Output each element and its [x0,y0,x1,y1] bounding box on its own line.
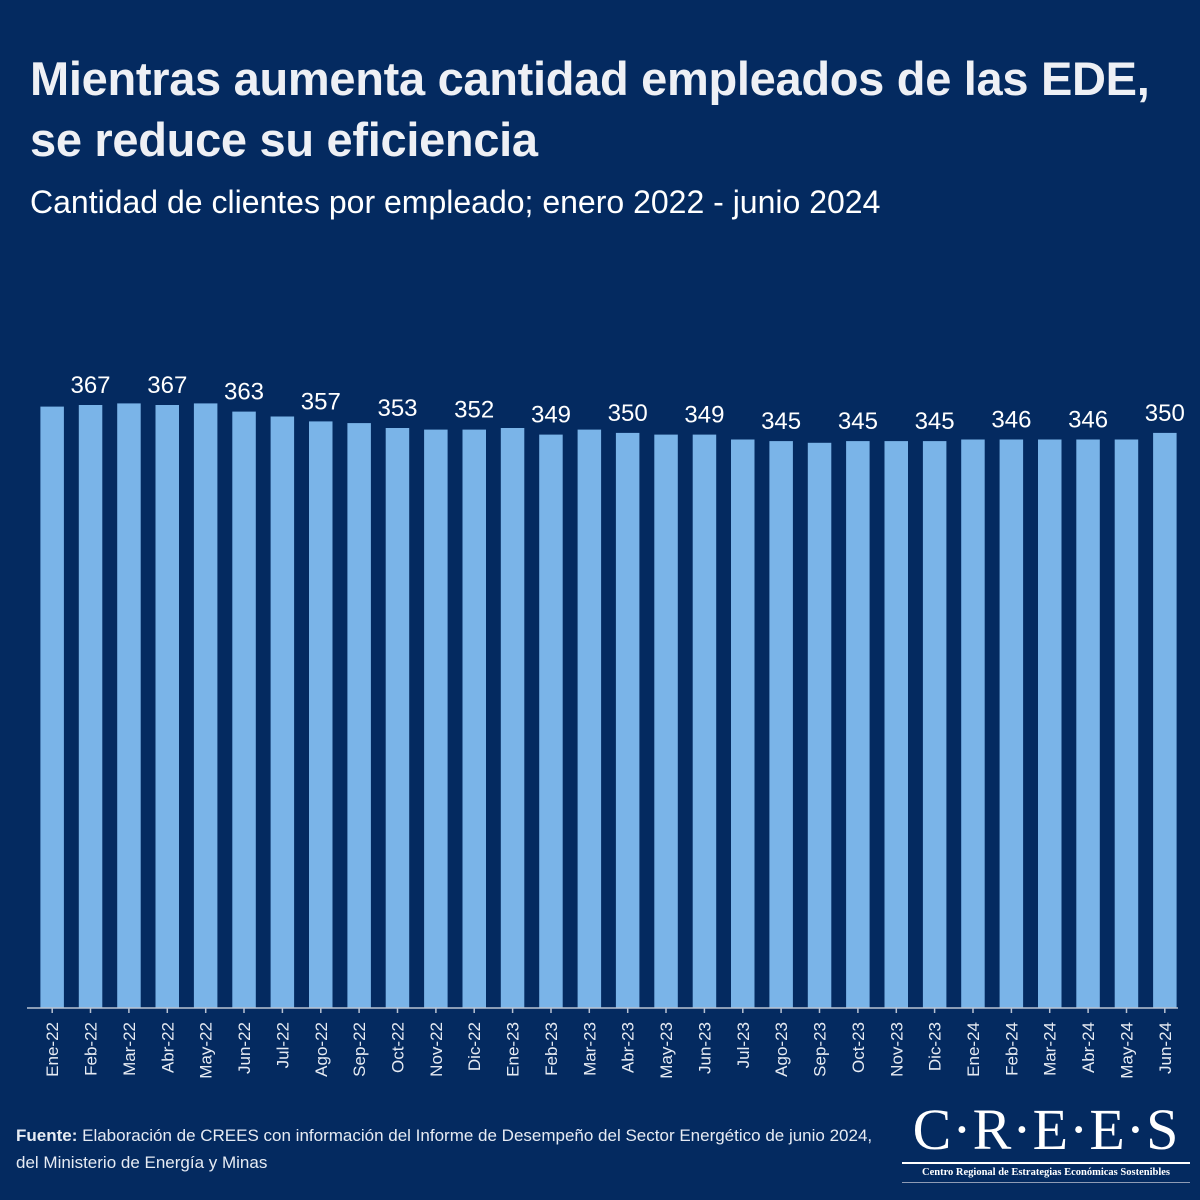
bar-jul-22 [270,416,295,1008]
data-label-feb-24: 346 [991,407,1031,434]
bar-ene-22 [40,406,64,1009]
source-note: Fuente: Elaboración de CREES con informa… [16,1122,886,1176]
x-tick-label-oct-22: Oct-22 [389,1022,408,1073]
source-text: Elaboración de CREES con información del… [16,1126,873,1172]
bar-jul-23 [731,439,755,1008]
x-tick-label-oct-23: Oct-23 [849,1022,868,1073]
x-tick-label-ene-22: Ene-22 [43,1022,62,1077]
data-labels-group: 367 367 363 357 353 352 349 350 349 345 345 345 346 3… [70,372,1184,435]
x-tick-label-abr-23: Abr-23 [619,1022,638,1073]
bar-feb-24 [999,439,1024,1008]
bar-mar-22 [117,403,141,1008]
logo-divider [902,1162,1190,1164]
x-tick-label-abr-24: Abr-24 [1079,1022,1098,1073]
bar-mar-23 [577,429,602,1009]
logo-wordmark: C·R·E·E·S [912,1097,1180,1162]
bar-dic-22 [462,429,486,1009]
x-tick-label-abr-22: Abr-22 [158,1022,177,1073]
bar-oct-22 [385,428,410,1008]
x-tick-label-sep-22: Sep-22 [350,1022,369,1077]
bar-feb-22 [78,405,103,1008]
data-label-ago-22: 357 [301,388,341,415]
data-label-abr-23: 350 [608,400,648,427]
x-tick-label-mar-23: Mar-23 [580,1022,599,1076]
x-tick-label-nov-23: Nov-23 [887,1022,906,1077]
x-tick-label-feb-24: Feb-24 [1002,1022,1021,1076]
bar-dic-23 [922,441,947,1009]
source-label: Fuente: [16,1126,78,1145]
bar-oct-23 [846,441,870,1009]
bar-abr-24 [1076,439,1100,1008]
x-tick-label-ene-23: Ene-23 [504,1022,523,1077]
bar-may-22 [193,403,218,1008]
data-label-dic-22: 352 [454,397,494,424]
bar-abr-22 [155,405,179,1008]
x-tick-label-dic-22: Dic-22 [465,1022,484,1071]
bar-abr-23 [615,432,640,1008]
x-tick-label-jun-23: Jun-23 [695,1022,714,1074]
x-tick-label-ago-22: Ago-22 [312,1022,331,1077]
x-tick-label-jul-23: Jul-23 [734,1022,753,1068]
data-label-feb-23: 349 [531,402,571,429]
x-tick-label-may-23: May-23 [657,1022,676,1079]
bar-feb-23 [539,434,563,1009]
bar-ago-23 [769,441,793,1009]
bar-may-24 [1114,439,1139,1008]
bar-jun-24 [1153,432,1177,1008]
data-label-ago-23: 345 [761,408,801,435]
x-tick-label-jun-22: Jun-22 [235,1022,254,1074]
crees-logo: C·R·E·E·S Centro Regional de Estrategias… [902,1100,1190,1190]
logo-tagline: Centro Regional de Estrategias Económica… [921,1166,1170,1178]
bar-ago-22 [309,421,333,1008]
x-tick-label-feb-22: Feb-22 [82,1022,101,1076]
data-label-abr-22: 367 [147,372,187,399]
bar-mar-24 [1038,439,1062,1008]
data-label-dic-23: 345 [915,408,955,435]
bar-may-23 [654,434,678,1009]
chart-subtitle: Cantidad de clientes por empleado; enero… [30,184,881,220]
bar-ene-24 [961,439,985,1008]
bar-chart: 367 367 363 357 353 352 349 350 349 345 345 345 346 3… [27,372,1185,1079]
data-label-feb-22: 367 [70,372,110,399]
x-ticks-group: Ene-22 Feb-22 Mar-22 Abr-22 May-22 Jun-22 Jul-… [43,1008,1175,1079]
bars-group [40,403,1177,1009]
data-label-jun-23: 349 [684,402,724,429]
bar-jun-22 [232,411,256,1009]
x-tick-label-mar-24: Mar-24 [1041,1022,1060,1076]
data-label-abr-24: 346 [1068,407,1108,434]
data-label-oct-22: 353 [377,395,417,422]
x-tick-label-nov-22: Nov-22 [427,1022,446,1077]
bar-ene-23 [500,428,525,1008]
x-tick-label-ene-24: Ene-24 [964,1022,983,1077]
data-label-jun-22: 363 [224,379,264,406]
x-tick-label-jul-22: Jul-22 [273,1022,292,1068]
bar-nov-23 [884,441,908,1009]
x-tick-label-ago-23: Ago-23 [772,1022,791,1077]
x-tick-label-jun-24: Jun-24 [1156,1022,1175,1074]
bar-sep-22 [347,423,371,1009]
bar-jun-23 [692,434,717,1009]
x-tick-label-may-22: May-22 [197,1022,216,1079]
data-label-oct-23: 345 [838,408,878,435]
chart-title: Mientras aumenta cantidad empleados de l… [30,52,1150,166]
bar-sep-23 [807,442,832,1008]
logo-underline [902,1181,1190,1183]
x-tick-label-sep-23: Sep-23 [811,1022,830,1077]
x-tick-label-dic-23: Dic-23 [926,1022,945,1071]
x-tick-label-may-24: May-24 [1118,1022,1137,1079]
x-tick-label-mar-22: Mar-22 [120,1022,139,1076]
x-tick-label-feb-23: Feb-23 [542,1022,561,1076]
data-label-jun-24: 350 [1145,400,1185,427]
bar-nov-22 [424,429,448,1009]
